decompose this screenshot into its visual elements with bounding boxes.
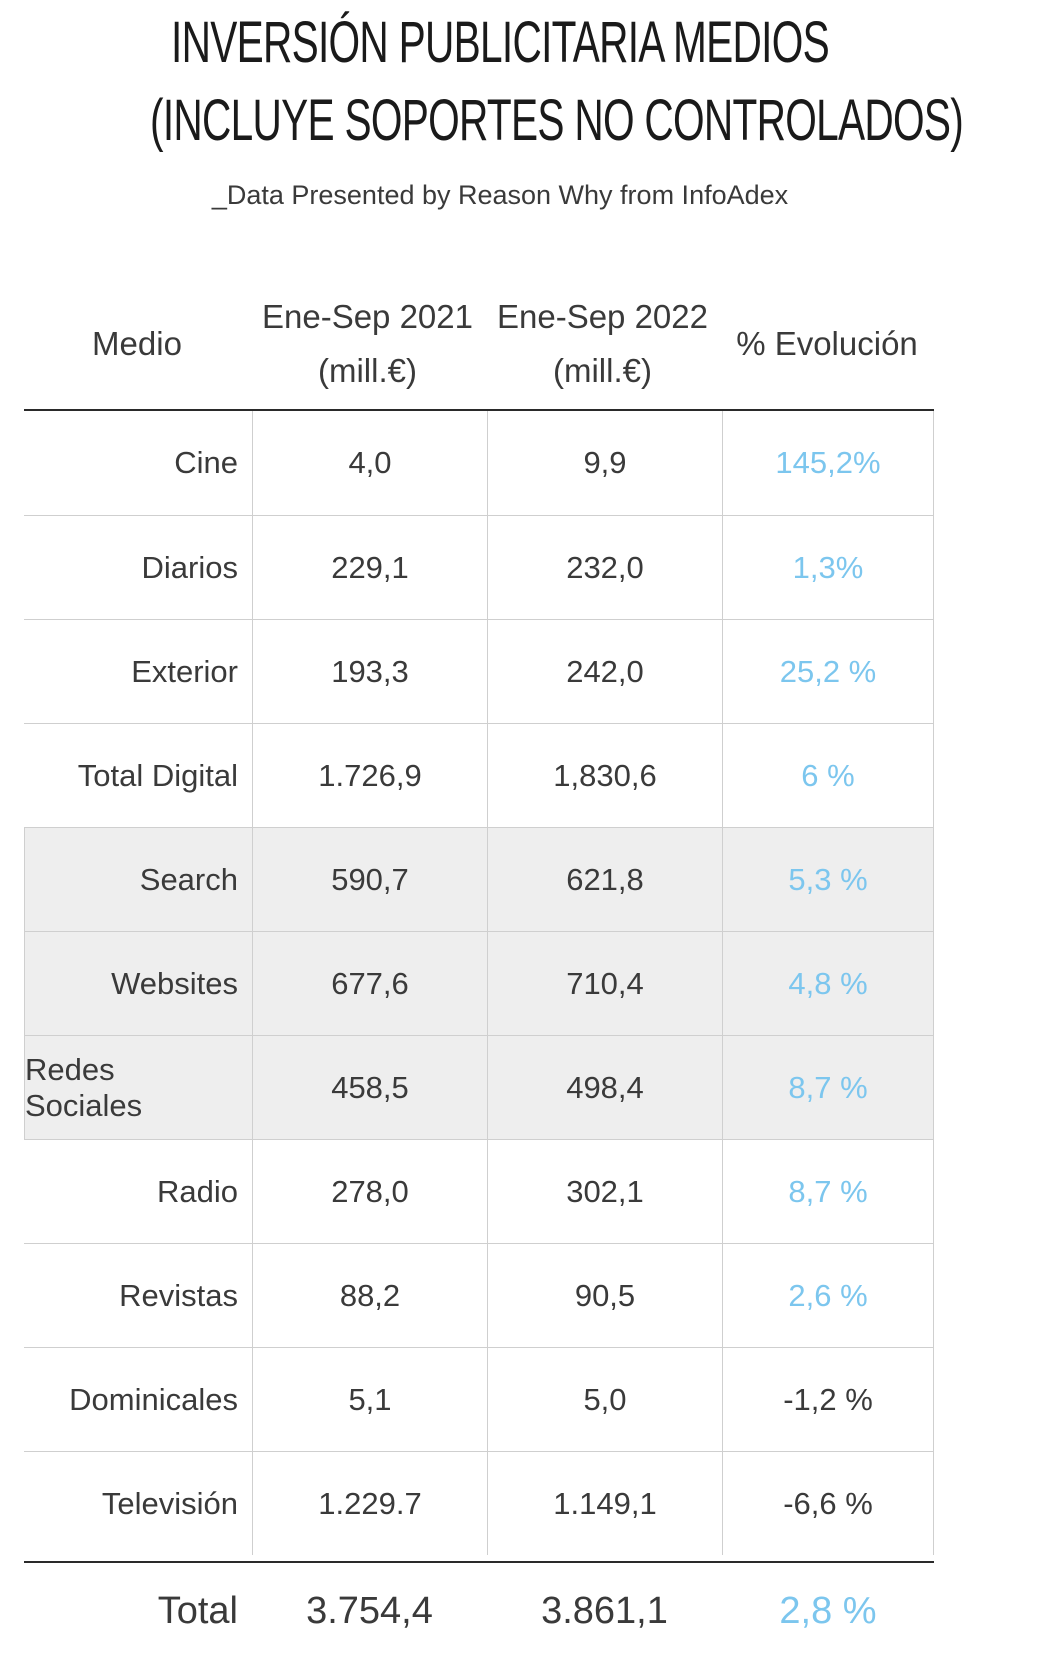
table-row: Televisión 1.229.7 1.149,1 -6,6 % — [24, 1451, 934, 1555]
value-2022: 232,0 — [487, 516, 722, 619]
table-header: Medio Ene-Sep 2021 (mill.€) Ene-Sep 2022… — [24, 278, 986, 410]
row-label: Televisión — [101, 1485, 238, 1521]
value-2022: 242,0 — [487, 620, 722, 723]
header-2021-line2: (mill.€) — [318, 352, 417, 389]
value-2022: 5,0 — [487, 1348, 722, 1451]
total-divider — [24, 1561, 934, 1563]
evolution-value: 6 % — [722, 724, 934, 827]
value-2022: 1.149,1 — [487, 1452, 722, 1555]
header-medio-label: Medio — [92, 324, 182, 362]
total-2022: 3.861,1 — [541, 1590, 668, 1632]
row-label: Exterior — [131, 653, 238, 689]
evolution-value: -6,6 % — [722, 1452, 934, 1555]
evolution-value: 8,7 % — [722, 1140, 934, 1243]
value-2021: 88,2 — [252, 1244, 487, 1347]
table-row: Dominicales 5,1 5,0 -1,2 % — [24, 1347, 934, 1451]
header-2021-line1: Ene-Sep 2021 — [261, 297, 473, 335]
header-2022-line1: Ene-Sep 2022 — [496, 297, 708, 335]
value-2022: 9,9 — [487, 411, 722, 515]
value-2021: 1.229.7 — [252, 1452, 487, 1555]
row-label: Search — [24, 828, 252, 931]
evolution-value: 5,3 % — [722, 828, 934, 931]
value-2022: 498,4 — [487, 1036, 722, 1139]
title-line-1: INVERSIÓN PUBLICITARIA MEDIOS — [170, 10, 830, 75]
value-2021: 278,0 — [252, 1140, 487, 1243]
header-evolucion-label: % Evolución — [736, 324, 918, 362]
title-line-2: (INCLUYE SOPORTES NO CONTROLADOS) — [150, 88, 964, 153]
total-row: Total 3.754,4 3.861,1 2,8 % — [24, 1563, 934, 1660]
header-2021: Ene-Sep 2021 (mill.€) — [250, 278, 485, 410]
total-evolution: 2,8 % — [779, 1590, 877, 1632]
value-2021: 1.726,9 — [252, 724, 487, 827]
value-2022: 302,1 — [487, 1140, 722, 1243]
evolution-value: 8,7 % — [722, 1036, 934, 1139]
header-divider — [24, 409, 934, 411]
header-medio: Medio — [24, 278, 250, 410]
row-label: Cine — [174, 445, 238, 480]
table-row: Radio 278,0 302,1 8,7 % — [24, 1139, 934, 1243]
row-label: Diarios — [141, 549, 238, 585]
evolution-value: 25,2 % — [722, 620, 934, 723]
evolution-value: -1,2 % — [722, 1348, 934, 1451]
table-row: Exterior 193,3 242,0 25,2 % — [24, 619, 934, 723]
evolution-value: 2,6 % — [722, 1244, 934, 1347]
evolution-value: 4,8 % — [722, 932, 934, 1035]
value-2022: 1,830,6 — [487, 724, 722, 827]
table-row: Redes Sociales 458,5 498,4 8,7 % — [24, 1035, 934, 1139]
table-row: Revistas 88,2 90,5 2,6 % — [24, 1243, 934, 1347]
total-label: Total — [157, 1590, 238, 1632]
row-label: Total Digital — [77, 757, 238, 793]
evolution-value: 145,2% — [722, 411, 934, 515]
value-2021: 458,5 — [252, 1036, 487, 1139]
value-2022: 90,5 — [487, 1244, 722, 1347]
value-2021: 5,1 — [252, 1348, 487, 1451]
header-evolucion: % Evolución — [720, 278, 934, 410]
total-2021: 3.754,4 — [306, 1590, 433, 1632]
table-row: Total Digital 1.726,9 1,830,6 6 % — [24, 723, 934, 827]
header-2022: Ene-Sep 2022 (mill.€) — [485, 278, 720, 410]
table-row: Search 590,7 621,8 5,3 % — [24, 827, 934, 931]
value-2021: 193,3 — [252, 620, 487, 723]
row-label: Redes Sociales — [24, 1036, 252, 1139]
header-2022-line2: (mill.€) — [553, 352, 652, 389]
table-row: Websites 677,6 710,4 4,8 % — [24, 931, 934, 1035]
value-2021: 677,6 — [252, 932, 487, 1035]
data-table: Cine 4,0 9,9 145,2% Diarios 229,1 232,0 … — [24, 411, 934, 1555]
value-2022: 710,4 — [487, 932, 722, 1035]
row-label: Revistas — [119, 1277, 238, 1313]
row-label: Websites — [24, 932, 252, 1035]
subtitle: _Data Presented by Reason Why from InfoA… — [211, 180, 789, 210]
evolution-value: 1,3% — [722, 516, 934, 619]
row-label: Radio — [157, 1173, 238, 1209]
table-row: Cine 4,0 9,9 145,2% — [24, 411, 934, 515]
value-2021: 590,7 — [252, 828, 487, 931]
value-2021: 4,0 — [252, 411, 487, 515]
value-2021: 229,1 — [252, 516, 487, 619]
value-2022: 621,8 — [487, 828, 722, 931]
table-row: Diarios 229,1 232,0 1,3% — [24, 515, 934, 619]
row-label: Dominicales — [69, 1381, 238, 1417]
